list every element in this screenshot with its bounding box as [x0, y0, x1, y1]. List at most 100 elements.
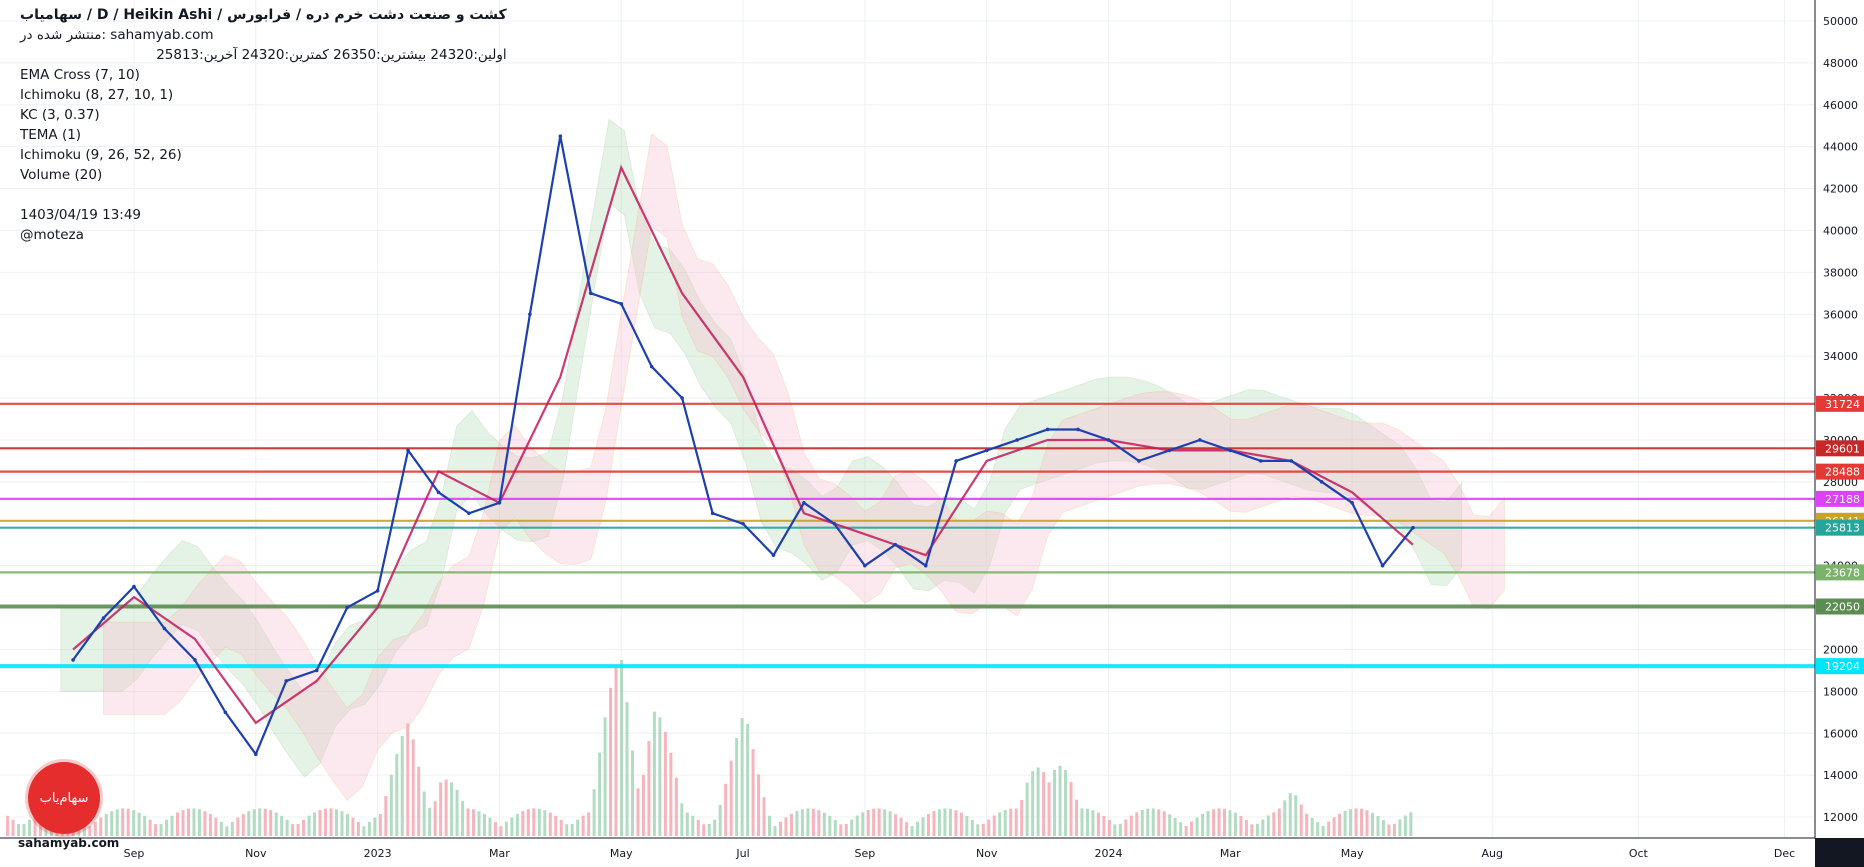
volume-bar: [181, 810, 185, 836]
volume-bar: [143, 815, 147, 836]
volume-bar: [620, 660, 624, 836]
volume-bar: [126, 808, 130, 836]
indicator-tema[interactable]: TEMA (1): [20, 127, 82, 143]
volume-bar: [965, 815, 969, 836]
x-tick-label: Mar: [1220, 847, 1241, 860]
volume-bar: [800, 809, 804, 836]
volume-bar: [740, 718, 744, 836]
x-tick-label: Jul: [735, 847, 749, 860]
volume-bar: [99, 817, 103, 836]
volume-bar: [872, 808, 876, 836]
price-point: [314, 668, 319, 673]
volume-bar: [641, 774, 645, 836]
volume-bar: [110, 811, 114, 836]
volume-bar: [778, 821, 782, 836]
volume-bar: [296, 824, 300, 836]
volume-bar: [1392, 823, 1396, 836]
volume-bar: [855, 815, 859, 836]
volume-bar: [1272, 812, 1276, 836]
volume-bar: [992, 815, 996, 836]
volume-bar: [1316, 822, 1320, 836]
volume-bar: [1025, 782, 1029, 836]
y-tick-label: 48000: [1823, 57, 1858, 70]
volume-bar: [1058, 765, 1062, 836]
volume-bar: [472, 809, 476, 836]
volume-bar: [559, 819, 563, 836]
volume-bar: [1398, 819, 1402, 836]
volume-bar: [1206, 811, 1210, 836]
price-point: [802, 501, 806, 505]
volume-bar: [1244, 820, 1248, 836]
volume-bar: [88, 826, 92, 836]
volume-bar: [1201, 813, 1205, 836]
price-point: [588, 291, 593, 296]
volume-bar: [861, 812, 865, 836]
volume-bar: [828, 815, 832, 836]
price-point: [375, 588, 380, 593]
volume-bar: [1102, 816, 1106, 836]
volume-bar: [729, 760, 733, 836]
volume-bar: [291, 824, 295, 836]
volume-bar: [1250, 824, 1254, 836]
volume-bar: [1151, 808, 1155, 836]
x-tick-label: May: [610, 847, 633, 860]
ohlc-readout: اولین:24320 بیشترین:26350 کمترین:24320 آ…: [156, 47, 507, 63]
x-tick-label: Mar: [489, 847, 510, 860]
indicator-kc[interactable]: KC (3, 0.37): [20, 107, 100, 123]
volume-bar: [647, 741, 651, 836]
volume-bar: [570, 823, 574, 836]
volume-bar: [477, 811, 481, 836]
volume-bar: [674, 777, 678, 836]
volume-bar: [592, 789, 596, 836]
y-tick-label: 36000: [1823, 308, 1858, 321]
volume-bar: [970, 819, 974, 836]
indicator-ichimoku-2[interactable]: Ichimoku (9, 26, 52, 26): [20, 147, 182, 163]
volume-bar: [1327, 821, 1331, 836]
price-point: [832, 521, 837, 526]
volume-bar: [197, 809, 201, 836]
level-tag-label: 22050: [1825, 601, 1860, 614]
volume-bar: [702, 824, 706, 836]
x-tick-label: 2024: [1094, 847, 1122, 860]
volume-bar: [948, 808, 952, 836]
price-point: [528, 312, 532, 317]
volume-bar: [554, 815, 558, 836]
indicator-volume[interactable]: Volume (20): [20, 167, 103, 183]
volume-bar: [373, 817, 377, 836]
volume-bar: [1387, 824, 1391, 836]
price-point: [954, 459, 959, 463]
volume-bar: [630, 750, 634, 836]
volume-bar: [1129, 815, 1133, 836]
volume-bar: [1080, 808, 1084, 836]
indicator-ichimoku-1[interactable]: Ichimoku (8, 27, 10, 1): [20, 87, 174, 103]
price-point: [1258, 459, 1263, 463]
price-point: [1015, 438, 1019, 442]
volume-bar: [186, 808, 190, 836]
volume-bar: [1162, 811, 1166, 836]
price-point: [254, 752, 258, 756]
volume-bar: [504, 821, 508, 836]
volume-bar: [252, 809, 256, 836]
volume-bar: [1140, 809, 1144, 836]
volume-bar: [636, 788, 640, 836]
volume-bar: [959, 812, 963, 836]
volume-bar: [883, 809, 887, 836]
volume-bar: [526, 809, 530, 836]
volume-bar: [1157, 809, 1161, 836]
volume-bar: [1047, 782, 1051, 836]
volume-bar: [1020, 799, 1024, 836]
y-tick-label: 20000: [1823, 643, 1858, 656]
price-point: [710, 511, 715, 516]
level-tag: [1816, 395, 1864, 412]
price-point: [497, 501, 502, 505]
price-point: [193, 658, 197, 662]
volume-bar: [384, 796, 388, 836]
volume-bar: [603, 717, 607, 836]
volume-bar: [998, 812, 1002, 836]
level-tag: [1816, 658, 1864, 675]
indicator-ema-cross[interactable]: EMA Cross (7, 10): [20, 67, 140, 83]
volume-bar: [565, 824, 569, 836]
volume-bar: [1288, 793, 1292, 836]
y-tick-label: 50000: [1823, 15, 1858, 28]
volume-bar: [351, 817, 355, 836]
